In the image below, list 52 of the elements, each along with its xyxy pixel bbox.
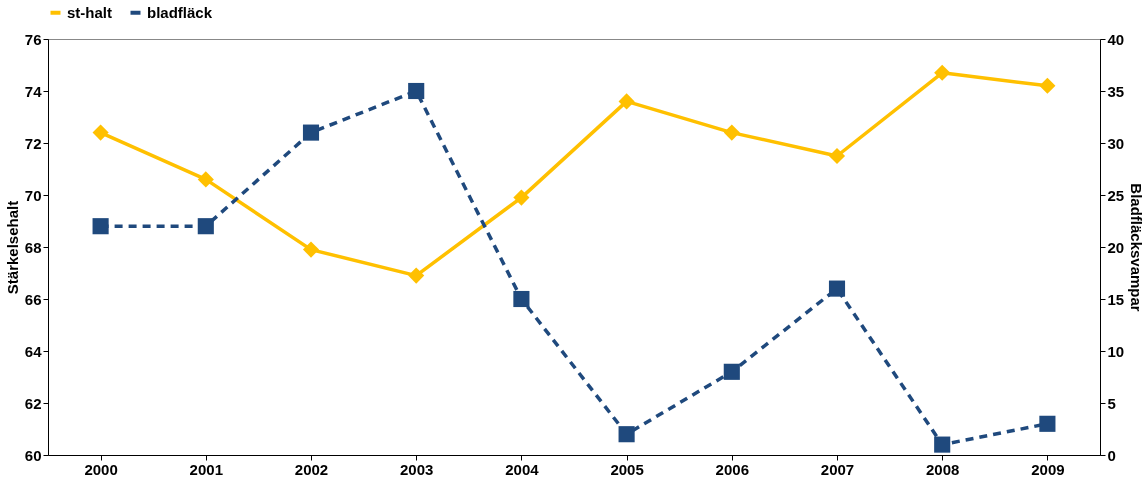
y-tick-label: 64 (24, 342, 43, 360)
point (934, 64, 951, 81)
y-tick-label: 62 (24, 394, 42, 412)
point (92, 124, 109, 141)
point (513, 290, 530, 308)
point (408, 267, 425, 284)
point (934, 436, 951, 453)
y2-axis-title: Bladfläcksvampar (1128, 183, 1146, 312)
y-tick-label: 66 (24, 290, 42, 308)
y2-tick-label: 40 (1107, 30, 1125, 48)
y-tick-label: 76 (24, 30, 42, 48)
point (723, 124, 740, 141)
point (197, 171, 214, 188)
point (408, 82, 425, 100)
point (1039, 77, 1056, 94)
x-tick-label: 2007 (820, 460, 855, 478)
y2-tick-label: 5 (1107, 394, 1116, 412)
point (197, 218, 214, 235)
x-tick-label: 2001 (189, 460, 223, 478)
x-tick-label: 2008 (926, 460, 960, 478)
y2-tick-label: 30 (1107, 134, 1125, 152)
y-tick-label: 68 (24, 238, 42, 256)
x-tick-label: 2004 (505, 460, 540, 478)
y2-tick-label: 10 (1107, 342, 1125, 360)
x-tick-label: 2009 (1031, 460, 1065, 478)
legend-label: st-halt (67, 3, 112, 21)
y-tick-label: 74 (24, 82, 43, 100)
y2-tick-label: 20 (1107, 238, 1125, 256)
y2-tick-label: 35 (1107, 82, 1125, 100)
point (302, 124, 320, 141)
point (828, 147, 846, 165)
point (723, 363, 740, 380)
point (828, 280, 846, 297)
y-tick-label: 72 (24, 134, 42, 152)
point (1039, 415, 1056, 432)
x-tick-label: 2000 (84, 460, 118, 478)
x-tick-label: 2003 (400, 460, 434, 478)
x-tick-label: 2005 (610, 460, 644, 478)
y2-tick-label: 25 (1107, 186, 1125, 204)
y-tick-label: 70 (24, 186, 42, 204)
point (513, 189, 530, 206)
point (302, 241, 320, 258)
x-tick-label: 2002 (294, 460, 329, 478)
y-tick-label: 60 (24, 446, 42, 464)
legend-label: bladfläck (147, 3, 213, 21)
point (618, 93, 635, 110)
y-axis-title: Stärkelsehalt (3, 200, 21, 295)
y2-tick-label: 0 (1107, 446, 1116, 464)
point (92, 218, 109, 235)
point (618, 426, 635, 443)
x-tick-label: 2006 (715, 460, 749, 478)
y2-tick-label: 15 (1107, 290, 1125, 308)
